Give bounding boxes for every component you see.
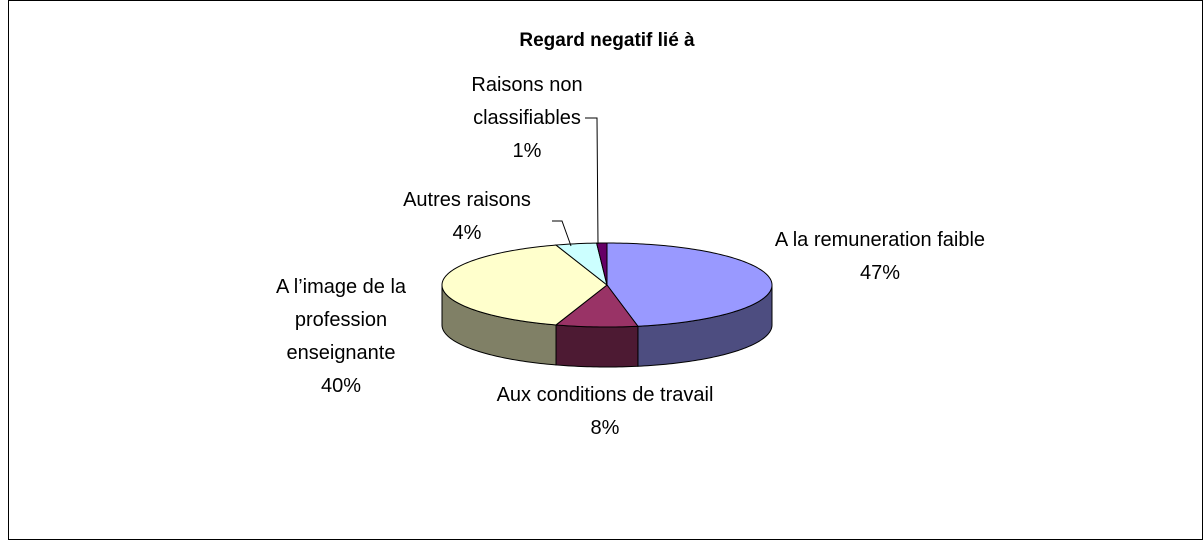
slice-side — [555, 324, 639, 368]
chart-title: Regard negatif lié à — [519, 30, 695, 51]
category-label: A l’image de la profession enseignante — [275, 276, 407, 364]
slice — [554, 284, 639, 328]
slice-label: Raisons non classifiables 1% — [447, 69, 607, 168]
slice — [441, 244, 608, 326]
value-label: 1% — [512, 140, 542, 162]
value-label: 4% — [452, 222, 482, 244]
leader-line — [585, 117, 599, 245]
value-label: 40% — [320, 375, 362, 397]
slice-label: Autres raisons 4% — [375, 184, 560, 250]
value-label: 47% — [859, 262, 901, 284]
category-label: Autres raisons — [403, 189, 531, 211]
leader-line — [552, 220, 572, 247]
slice — [606, 242, 773, 327]
slice-label: A l’image de la profession enseignante 40… — [249, 271, 434, 403]
category-label: Aux conditions de travail — [496, 384, 714, 406]
slice-label: Aux conditions de travail 8% — [493, 379, 718, 445]
value-label: 8% — [590, 417, 620, 439]
category-label: A la remuneration faible — [774, 229, 986, 251]
slice — [596, 242, 608, 286]
pie — [441, 242, 773, 368]
category-label: Raisons non classifiables — [471, 74, 583, 129]
slice — [554, 242, 608, 287]
slice-label: A la remuneration faible 47% — [768, 224, 993, 290]
